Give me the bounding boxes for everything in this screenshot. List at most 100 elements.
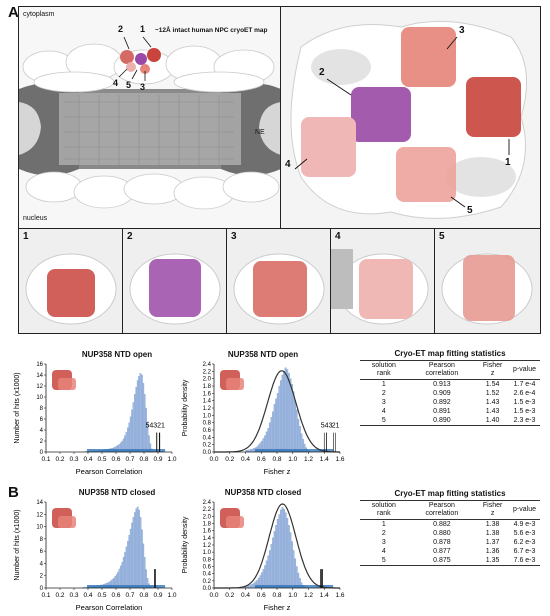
protein-inset-shape (58, 516, 76, 528)
y-tick-label: 0.0 (203, 586, 212, 592)
chart-closed-hits-title: NUP358 NTD closed (78, 488, 156, 497)
x-tick-label: 0.7 (125, 592, 134, 599)
histogram-bar (128, 535, 131, 589)
table-cell: 1.35 (485, 557, 500, 564)
histogram-bar (297, 418, 300, 453)
histogram-bar (129, 528, 132, 589)
histogram-bar (276, 393, 279, 453)
y-axis-label: Probability density (182, 379, 189, 436)
histogram-bar (291, 384, 293, 453)
x-tick-label: 0.0 (209, 592, 218, 599)
solution-rank-label: 3 (329, 422, 333, 429)
x-tick-label: 0.1 (41, 592, 50, 599)
table-row: 5 0.890 1.40 2.3 e-3 (360, 416, 540, 426)
overview-marker-4: 4 (113, 78, 119, 88)
x-tick-label: 0.4 (241, 592, 250, 599)
histogram-bar (283, 371, 286, 453)
table-cell: 6.2 e-3 (513, 539, 536, 546)
histogram-bar (295, 566, 298, 589)
histogram-bar (289, 378, 292, 453)
table-cell: 7.6 e-3 (513, 557, 536, 564)
x-tick-label: 0.6 (257, 456, 266, 463)
table-cell: 3 (381, 539, 386, 546)
solution-rank-labels: 54321 (145, 422, 165, 429)
zoom-illustration (290, 20, 528, 219)
x-tick-label: 0.0 (209, 456, 218, 463)
thumbnail-4-label: 4 (335, 231, 341, 242)
table-row: 1 0.913 1.54 1.7 e-4 (360, 380, 540, 390)
table-cell: 1 (381, 381, 386, 388)
y-tick-label: 6 (40, 417, 44, 423)
table-cell: 0.890 (433, 417, 451, 424)
table-row: 2 0.880 1.38 5.6 e-3 (360, 529, 540, 538)
x-tick-label: 0.4 (241, 456, 250, 463)
histogram-bar (268, 550, 271, 589)
y-tick-label: 4 (40, 428, 44, 434)
histogram-bar (272, 537, 275, 589)
table-b: Cryo-ET map fitting statistics solution … (360, 489, 540, 566)
table-cell: 4 (381, 548, 386, 555)
histogram-bar (275, 398, 278, 453)
x-tick-label: 0.3 (69, 592, 78, 599)
protein-inset-shape (226, 516, 244, 528)
y-tick-label: 2 (40, 439, 44, 445)
zoom-marker-2: 2 (319, 67, 325, 78)
histogram-bar (268, 422, 271, 453)
table-cell: 0.882 (433, 521, 451, 528)
x-axis-label: Fisher z (264, 467, 291, 476)
histogram-bar (136, 380, 139, 453)
y-tick-label: 0.4 (203, 572, 212, 578)
y-tick-label: 2.0 (203, 514, 212, 520)
chart-closed-fisher-title: NUP358 NTD closed (224, 488, 302, 497)
y-tick-label: 0.0 (203, 450, 212, 456)
y-tick-label: 2 (40, 574, 44, 580)
table-cell: 0.909 (433, 390, 451, 397)
table-row: 3 0.878 1.37 6.2 e-3 (360, 538, 540, 547)
histogram-bar (286, 369, 289, 453)
x-tick-label: 0.2 (55, 456, 64, 463)
x-tick-label: 0.8 (139, 456, 148, 463)
table-row: 5 0.875 1.35 7.6 e-3 (360, 556, 540, 566)
zoom-marker-1: 1 (505, 157, 511, 168)
x-tick-label: 1.2 (304, 456, 313, 463)
y-tick-label: 1.0 (203, 550, 212, 556)
npc-zoom-image: 3 2 1 4 5 (280, 6, 541, 230)
y-tick-label: 0 (40, 450, 44, 456)
y-tick-label: 1.2 (203, 543, 212, 549)
table-row: 2 0.909 1.52 2.6 e-4 (360, 389, 540, 398)
x-tick-label: 0.9 (153, 592, 162, 599)
table-a-grid: solution rank Pearson correlation Fisher… (360, 360, 540, 426)
table-row: 4 0.877 1.36 6.7 e-3 (360, 547, 540, 556)
zoom-marker-5: 5 (467, 205, 473, 216)
thumbnail-5-label: 5 (439, 231, 445, 242)
x-tick-label: 0.5 (97, 592, 106, 599)
thumbnail-3-label: 3 (231, 231, 237, 242)
y-tick-label: 8 (40, 537, 44, 543)
histogram-bar (294, 400, 297, 453)
panel-a-label: A (8, 4, 19, 21)
table-cell: 2 (381, 390, 386, 397)
y-axis-label: Number of hits (x1000) (14, 372, 21, 443)
y-tick-label: 0.8 (203, 421, 212, 427)
table-cell: 1.5 e-3 (513, 399, 536, 406)
histogram-bar (270, 544, 273, 589)
solution-rank-label: 5 (321, 422, 325, 429)
table-a-header: p-value (509, 360, 540, 380)
table-cell: 0.891 (433, 408, 451, 415)
table-row: 1 0.882 1.38 4.9 e-3 (360, 520, 540, 530)
histogram-bar (139, 373, 142, 453)
y-tick-label: 2.0 (203, 377, 212, 383)
panel-b-label: B (8, 484, 19, 501)
histogram-bar (141, 374, 143, 453)
y-tick-label: 10 (36, 395, 43, 401)
histogram-bar (143, 557, 146, 589)
y-tick-label: 1.4 (203, 399, 212, 405)
histogram-bar (141, 529, 143, 589)
table-row: 4 0.891 1.43 1.5 e-3 (360, 407, 540, 416)
histogram-bar (278, 514, 281, 589)
histogram-bar (122, 557, 125, 589)
table-b-header: Pearson correlation (407, 500, 477, 520)
table-cell: 1.7 e-4 (513, 381, 536, 388)
histogram-bar (139, 517, 142, 589)
thumbnail-1-label: 1 (23, 231, 29, 242)
